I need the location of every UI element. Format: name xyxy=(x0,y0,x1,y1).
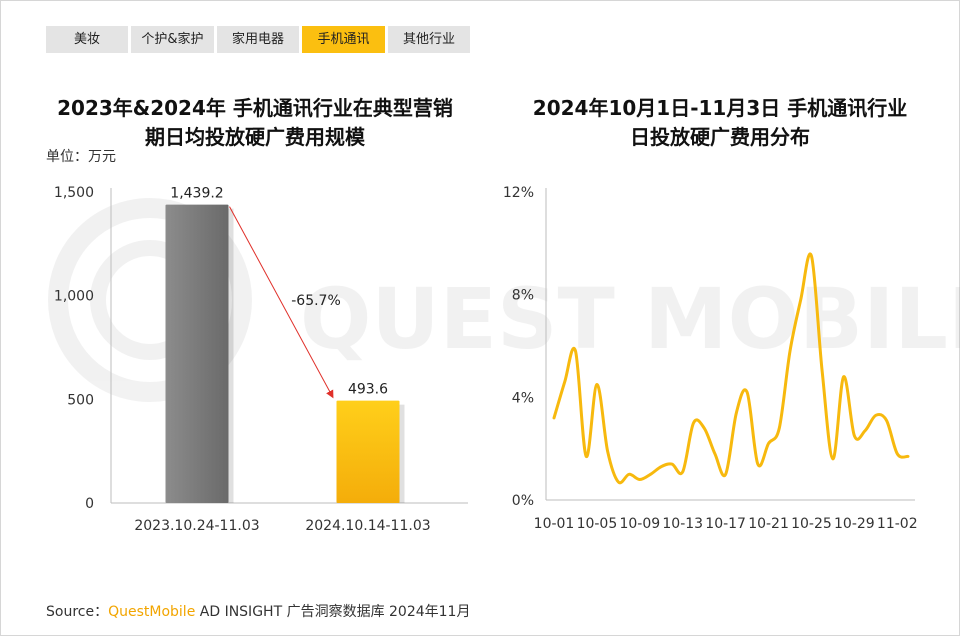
source-prefix: Source： xyxy=(46,604,109,620)
x-tick-label: 10-13 xyxy=(662,516,703,532)
x-tick-label: 10-21 xyxy=(748,516,789,532)
right-chart-title: 2024年10月1日-11月3日 手机通讯行业 日投放硬广费用分布 xyxy=(500,94,940,152)
y-tick-label: 500 xyxy=(67,392,94,408)
bar xyxy=(336,400,400,503)
left-title-line2: 期日均投放硬广费用规模 xyxy=(145,125,365,149)
x-tick-label: 2024.10.14-11.03 xyxy=(305,518,430,534)
unit-label: 单位：万元 xyxy=(46,149,116,165)
x-tick-label: 2023.10.24-11.03 xyxy=(134,518,259,534)
x-tick-label: 10-05 xyxy=(577,516,618,532)
tab-other-industries[interactable]: 其他行业 xyxy=(388,26,470,53)
right-line-chart: 0%4%8%12%10-01 10-05 10-09 10-13 10-17 10-21 1… xyxy=(503,185,918,532)
y-tick-label: 12% xyxy=(503,185,534,201)
y-tick-label: 4% xyxy=(512,390,534,406)
source-note: Source：QuestMobile AD INSIGHT 广告洞察数据库 20… xyxy=(46,601,470,621)
x-tick-label: 10-01 xyxy=(534,516,575,532)
series-line xyxy=(552,252,910,485)
watermark-text: QUEST MOBILE xyxy=(300,270,960,368)
tab-beauty[interactable]: 美妆 xyxy=(46,26,128,53)
bar-value-label: 493.6 xyxy=(348,382,388,398)
y-tick-label: 0 xyxy=(85,496,94,512)
x-tick-label: 10-17 xyxy=(705,516,746,532)
left-title-line1: 2023年&2024年 手机通讯行业在典型营销 xyxy=(57,96,453,120)
source-brand: QuestMobile xyxy=(108,604,196,620)
y-tick-label: 1,000 xyxy=(54,289,94,305)
right-title-line2: 日投放硬广费用分布 xyxy=(630,125,810,149)
left-bar-chart: 0 500 1,000 1,500 1,439.2 2023.10.24-11.03 493… xyxy=(54,185,468,534)
bar-value-label: 1,439.2 xyxy=(170,186,223,202)
change-arrow xyxy=(229,206,334,399)
x-tick-label: 10-25 xyxy=(791,516,832,532)
watermark: QUEST MOBILE xyxy=(48,198,960,402)
tab-personal-care[interactable]: 个护&家护 xyxy=(131,26,214,53)
left-chart-title: 2023年&2024年 手机通讯行业在典型营销 期日均投放硬广费用规模 xyxy=(40,94,470,152)
y-tick-label: 0% xyxy=(512,493,534,509)
change-label: -65.7% xyxy=(291,293,341,309)
tab-home-appliances[interactable]: 家用电器 xyxy=(217,26,299,53)
bar xyxy=(165,204,229,503)
x-tick-label: 10-29 xyxy=(834,516,875,532)
x-tick-label: 10-09 xyxy=(619,516,660,532)
y-tick-label: 8% xyxy=(512,288,534,304)
x-tick-label: 11-02 xyxy=(877,516,918,532)
source-rest: AD INSIGHT 广告洞察数据库 2024年11月 xyxy=(195,604,471,620)
y-tick-label: 1,500 xyxy=(54,185,94,201)
tab-mobile-communication[interactable]: 手机通讯 xyxy=(302,26,385,53)
industry-tabs: 美妆 个护&家护 家用电器 手机通讯 其他行业 xyxy=(46,26,470,53)
right-title-line1: 2024年10月1日-11月3日 手机通讯行业 xyxy=(532,96,908,120)
